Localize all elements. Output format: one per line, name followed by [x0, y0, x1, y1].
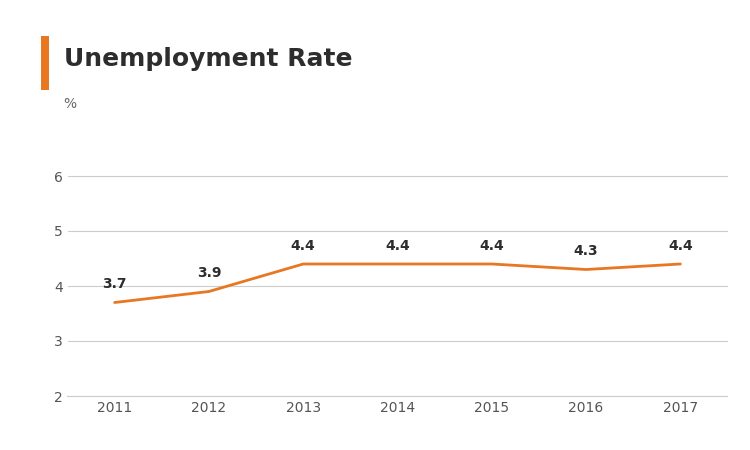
Text: 3.9: 3.9 — [196, 266, 221, 280]
Text: 4.4: 4.4 — [385, 239, 410, 253]
Text: 3.7: 3.7 — [103, 277, 127, 292]
Text: 4.4: 4.4 — [479, 239, 504, 253]
Text: 4.4: 4.4 — [291, 239, 316, 253]
Text: Unemployment Rate: Unemployment Rate — [64, 47, 352, 71]
Text: 4.4: 4.4 — [668, 239, 693, 253]
Text: 4.3: 4.3 — [574, 244, 598, 258]
Text: %: % — [64, 97, 76, 111]
